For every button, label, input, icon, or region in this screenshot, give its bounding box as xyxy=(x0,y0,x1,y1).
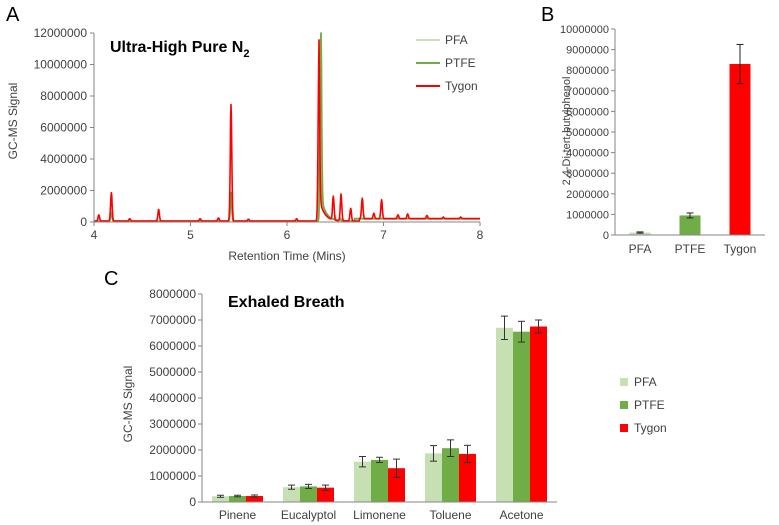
chart-b-y-tick-label: 6000000 xyxy=(566,106,609,118)
chart-b-y-tick-label: 7000000 xyxy=(566,86,609,98)
chart-c-legend-label-tygon: Tygon xyxy=(634,421,667,435)
chart-b-x-tick-label-ptfe: PTFE xyxy=(675,242,706,256)
chart-b-y-tick-label: 4000000 xyxy=(566,148,609,160)
chart-b: 0 1000000 2000000 3000000 4000000 5000000 6000… xyxy=(560,24,765,256)
chart-c-bar-limonene-tygon xyxy=(388,468,405,502)
chart-c-y-tick-label: 5000000 xyxy=(149,365,196,379)
chart-b-x-tick-label-pfa: PFA xyxy=(629,242,652,256)
chart-c-x-tick-label-toluene: Toluene xyxy=(429,508,471,522)
panel-label-b: B xyxy=(541,4,554,26)
chart-c-bar-pinene-pfa xyxy=(212,496,229,502)
chart-a-legend-label-tygon: Tygon xyxy=(445,79,478,93)
chart-c-bar-eucalyptol-pfa xyxy=(283,487,300,502)
chart-b-y-tick-label: 3000000 xyxy=(566,168,609,180)
chart-c-y-tick-label: 1000000 xyxy=(149,469,196,483)
chart-a-legend: PFA PTFE Tygon xyxy=(416,33,478,93)
chart-b-y-tick-label: 9000000 xyxy=(566,45,609,57)
chart-b-bars: PFA PTFE Tygon xyxy=(629,43,757,256)
chart-c-y-tick-label: 0 xyxy=(189,495,196,509)
chart-a-x-label: Retention Time (Mins) xyxy=(228,249,345,263)
chart-c-x-tick-label-eucalyptol: Eucalyptol xyxy=(281,508,336,522)
chart-a-x-tick-label: 7 xyxy=(380,228,387,242)
chart-a-x-tick-label: 8 xyxy=(477,228,484,242)
chart-c-bar-acetone-tygon xyxy=(530,326,547,502)
chart-a-y-tick-label: 12000000 xyxy=(34,26,88,40)
chart-b-x-tick-label-tygon: Tygon xyxy=(724,242,757,256)
chart-a-title-main: Ultra-High Pure N xyxy=(110,39,243,56)
chart-a-y-tick-label: 2000000 xyxy=(40,184,87,198)
chart-c-bar-limonene-pfa xyxy=(354,461,371,502)
chart-c-legend-label-pfa: PFA xyxy=(634,375,657,389)
chart-c-y-label: GC-MS Signal xyxy=(121,366,135,443)
chart-a-legend-label-pfa: PFA xyxy=(445,33,468,47)
chart-c-legend: PFA PTFE Tygon xyxy=(620,375,667,435)
chart-a-title-subscript: 2 xyxy=(243,48,249,60)
chart-c-bar-acetone-ptfe xyxy=(513,331,530,502)
chart-c-x-tick-label-acetone: Acetone xyxy=(499,508,543,522)
chart-a-x-tick-label: 4 xyxy=(91,228,98,242)
chart-c-bar-toluene-tygon xyxy=(459,453,476,502)
chart-b-y-tick-label: 2000000 xyxy=(566,189,609,201)
chart-b-y-tick-label: 8000000 xyxy=(566,65,609,77)
chart-b-y-tick-label: 5000000 xyxy=(566,127,609,139)
chart-b-bar-ptfe xyxy=(679,215,701,235)
chart-c: 0 1000000 2000000 3000000 4000000 5000000 6000… xyxy=(121,287,667,522)
chart-c-bar-toluene-pfa xyxy=(425,453,442,502)
chart-a: 0 2000000 4000000 6000000 8000000 10000000 120… xyxy=(6,26,484,263)
chart-b-bar-pfa xyxy=(629,232,651,235)
chart-c-bar-acetone-pfa xyxy=(496,327,513,502)
chart-c-legend-swatch-tygon xyxy=(620,424,628,432)
chart-c-x-tick-label-limonene: Limonene xyxy=(353,508,406,522)
chart-c-bar-toluene-ptfe xyxy=(442,448,459,502)
chart-c-y-tick-label: 2000000 xyxy=(149,443,196,457)
chart-a-x-tick-label: 5 xyxy=(187,228,194,242)
chart-c-legend-label-ptfe: PTFE xyxy=(634,398,665,412)
chart-c-y-tick-label: 8000000 xyxy=(149,287,196,301)
chart-a-line-ptfe xyxy=(93,32,481,223)
chart-c-bar-eucalyptol-tygon xyxy=(317,487,334,502)
chart-a-y-tick-label: 10000000 xyxy=(34,58,88,72)
chart-a-title: Ultra-High Pure N2 xyxy=(110,39,249,60)
chart-a-ticks: 0 2000000 4000000 6000000 8000000 10000000 120… xyxy=(34,26,484,242)
chart-a-x-tick-label: 6 xyxy=(284,228,291,242)
chart-c-bar-eucalyptol-ptfe xyxy=(300,486,317,502)
chart-a-series xyxy=(93,32,481,223)
chart-a-y-tick-label: 6000000 xyxy=(40,121,87,135)
chart-c-y-tick-label: 4000000 xyxy=(149,391,196,405)
chart-c-bars: Pinene Eucalyptol Limonene Toluene Acetone xyxy=(212,315,547,522)
chart-c-y-tick-label: 3000000 xyxy=(149,417,196,431)
chart-c-y-tick-label: 6000000 xyxy=(149,339,196,353)
chart-b-ticks: 0 1000000 2000000 3000000 4000000 5000000 6000… xyxy=(560,24,615,242)
chart-a-y-tick-label: 8000000 xyxy=(40,89,87,103)
chart-c-legend-swatch-pfa xyxy=(620,378,628,386)
chart-c-x-tick-label-pinene: Pinene xyxy=(219,508,257,522)
chart-c-legend-swatch-ptfe xyxy=(620,401,628,409)
chart-a-y-label: GC-MS Signal xyxy=(6,83,20,160)
chart-b-y-tick-label: 1000000 xyxy=(566,209,609,221)
chart-c-title: Exhaled Breath xyxy=(228,294,344,311)
chart-b-y-tick-label: 10000000 xyxy=(560,24,609,36)
chart-a-legend-label-ptfe: PTFE xyxy=(445,56,476,70)
chart-c-bar-limonene-ptfe xyxy=(371,459,388,502)
chart-c-ticks: 0 1000000 2000000 3000000 4000000 5000000 6000… xyxy=(149,287,202,509)
chart-a-y-tick-label: 4000000 xyxy=(40,152,87,166)
chart-b-bar-tygon xyxy=(729,64,751,236)
chart-b-y-label: 2,4-Di-tert-butylphenol xyxy=(561,77,573,186)
chart-c-y-tick-label: 7000000 xyxy=(149,313,196,327)
chart-c-bar-pinene-tygon xyxy=(246,496,263,502)
panel-label-a: A xyxy=(6,4,20,26)
chart-a-y-tick-label: 0 xyxy=(80,215,87,229)
chart-a-line-pfa xyxy=(93,40,481,223)
chart-b-y-tick-label: 0 xyxy=(603,230,609,242)
chart-c-bar-pinene-ptfe xyxy=(229,496,246,502)
chart-a-line-tygon xyxy=(93,39,481,222)
panel-label-c: C xyxy=(104,268,118,290)
